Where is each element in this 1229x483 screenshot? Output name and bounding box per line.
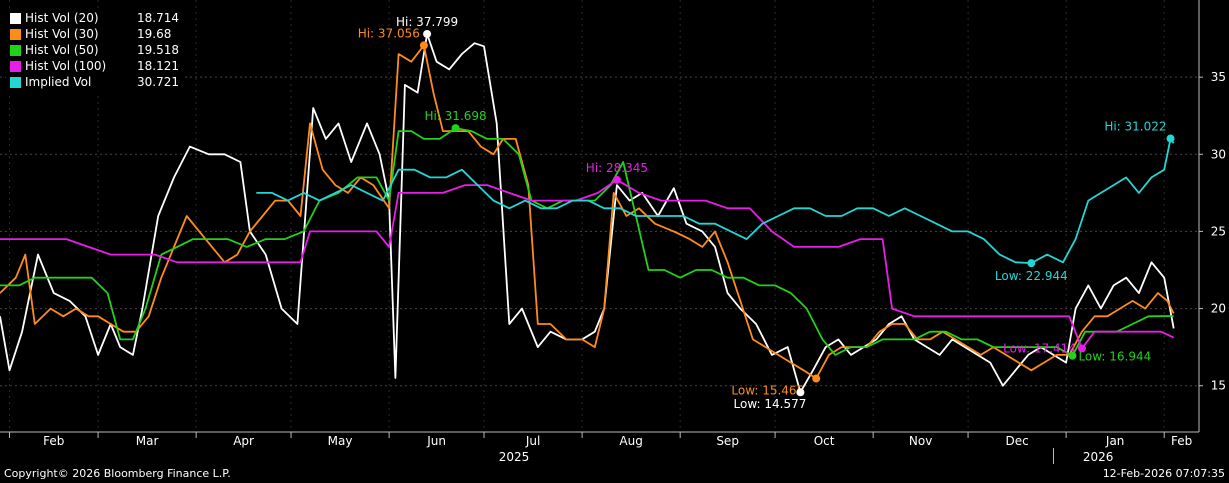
y-tick-label: 15 xyxy=(1211,379,1226,393)
legend: Hist Vol (20) 18.714 Hist Vol (30) 19.68… xyxy=(6,8,183,93)
y-tick-label: 35 xyxy=(1211,70,1226,84)
legend-swatch xyxy=(10,28,21,40)
legend-item-hv20: Hist Vol (20) 18.714 xyxy=(10,10,179,26)
series-line xyxy=(0,127,1174,357)
legend-item-hv50: Hist Vol (50) 19.518 xyxy=(10,42,179,58)
extreme-marker xyxy=(1027,259,1036,268)
annotation-label: Low: 16.944 xyxy=(1078,350,1151,364)
legend-value: 19.518 xyxy=(137,43,179,57)
extreme-marker xyxy=(419,41,428,50)
extreme-marker xyxy=(1077,344,1086,353)
annotation-label: Low: 15.465 xyxy=(731,384,804,398)
legend-swatch xyxy=(10,44,21,56)
y-tick-label: 20 xyxy=(1211,302,1226,316)
y-tick-label: 25 xyxy=(1211,224,1226,238)
series-line xyxy=(0,178,1175,350)
x-tick-label: Apr xyxy=(233,434,254,448)
annotation-label: Hi: 28.345 xyxy=(586,161,648,175)
series-line xyxy=(0,33,1175,394)
x-tick-label: Aug xyxy=(619,434,642,448)
footer: Copyright© 2026 Bloomberg Finance L.P. 1… xyxy=(0,464,1229,483)
x-tick-label: Oct xyxy=(814,434,835,448)
x-tick-label: Jul xyxy=(525,434,540,448)
x-tick-label: Mar xyxy=(136,434,159,448)
annotation-label: Hi: 31.698 xyxy=(424,109,486,123)
extreme-marker xyxy=(1068,351,1077,360)
legend-value: 18.714 xyxy=(137,11,179,25)
series-line xyxy=(256,138,1175,264)
x-tick-label: Sep xyxy=(716,434,739,448)
year-label: 2026 xyxy=(1083,450,1114,464)
legend-label: Hist Vol (100) xyxy=(25,59,107,73)
annotation-label: Low: 17.414 xyxy=(1003,341,1076,355)
annotation-label: Hi: 37.799 xyxy=(396,15,458,29)
extreme-marker xyxy=(796,388,805,397)
annotation-label: Hi: 31.022 xyxy=(1104,120,1166,134)
legend-swatch xyxy=(10,76,21,88)
series-line xyxy=(0,44,1175,380)
extreme-marker xyxy=(1166,134,1175,143)
extreme-marker xyxy=(451,124,460,133)
y-tick-label: 30 xyxy=(1211,147,1226,161)
x-tick-label: Feb xyxy=(43,434,64,448)
annotation-label: Low: 22.944 xyxy=(995,269,1068,283)
legend-label: Hist Vol (30) xyxy=(25,27,99,41)
timestamp: 12-Feb-2026 07:07:35 xyxy=(1102,467,1225,480)
legend-value: 30.721 xyxy=(137,75,179,89)
legend-value: 18.121 xyxy=(137,59,179,73)
legend-item-hv30: Hist Vol (30) 19.68 xyxy=(10,26,179,42)
x-tick-label: Nov xyxy=(909,434,932,448)
annotation-label: Hi: 37.056 xyxy=(358,26,420,40)
x-tick-label: Feb xyxy=(1171,434,1192,448)
legend-swatch xyxy=(10,12,21,24)
legend-label: Implied Vol xyxy=(25,75,92,89)
legend-item-hv100: Hist Vol (100) 18.121 xyxy=(10,58,179,74)
legend-item-implied-vol: Implied Vol 30.721 xyxy=(10,74,179,90)
legend-swatch xyxy=(10,60,21,72)
extreme-marker xyxy=(612,175,621,184)
year-label: 2025 xyxy=(499,450,530,464)
extreme-marker xyxy=(812,374,821,383)
x-tick-label: May xyxy=(328,434,353,448)
annotation-label: Low: 14.577 xyxy=(734,397,807,411)
x-tick-label: Dec xyxy=(1005,434,1028,448)
legend-label: Hist Vol (50) xyxy=(25,43,99,57)
legend-value: 19.68 xyxy=(137,27,172,41)
copyright-text: Copyright© 2026 Bloomberg Finance L.P. xyxy=(4,467,231,480)
x-tick-label: Jun xyxy=(426,434,446,448)
legend-label: Hist Vol (20) xyxy=(25,11,99,25)
x-tick-label: Jan xyxy=(1105,434,1125,448)
extreme-marker xyxy=(423,29,432,38)
